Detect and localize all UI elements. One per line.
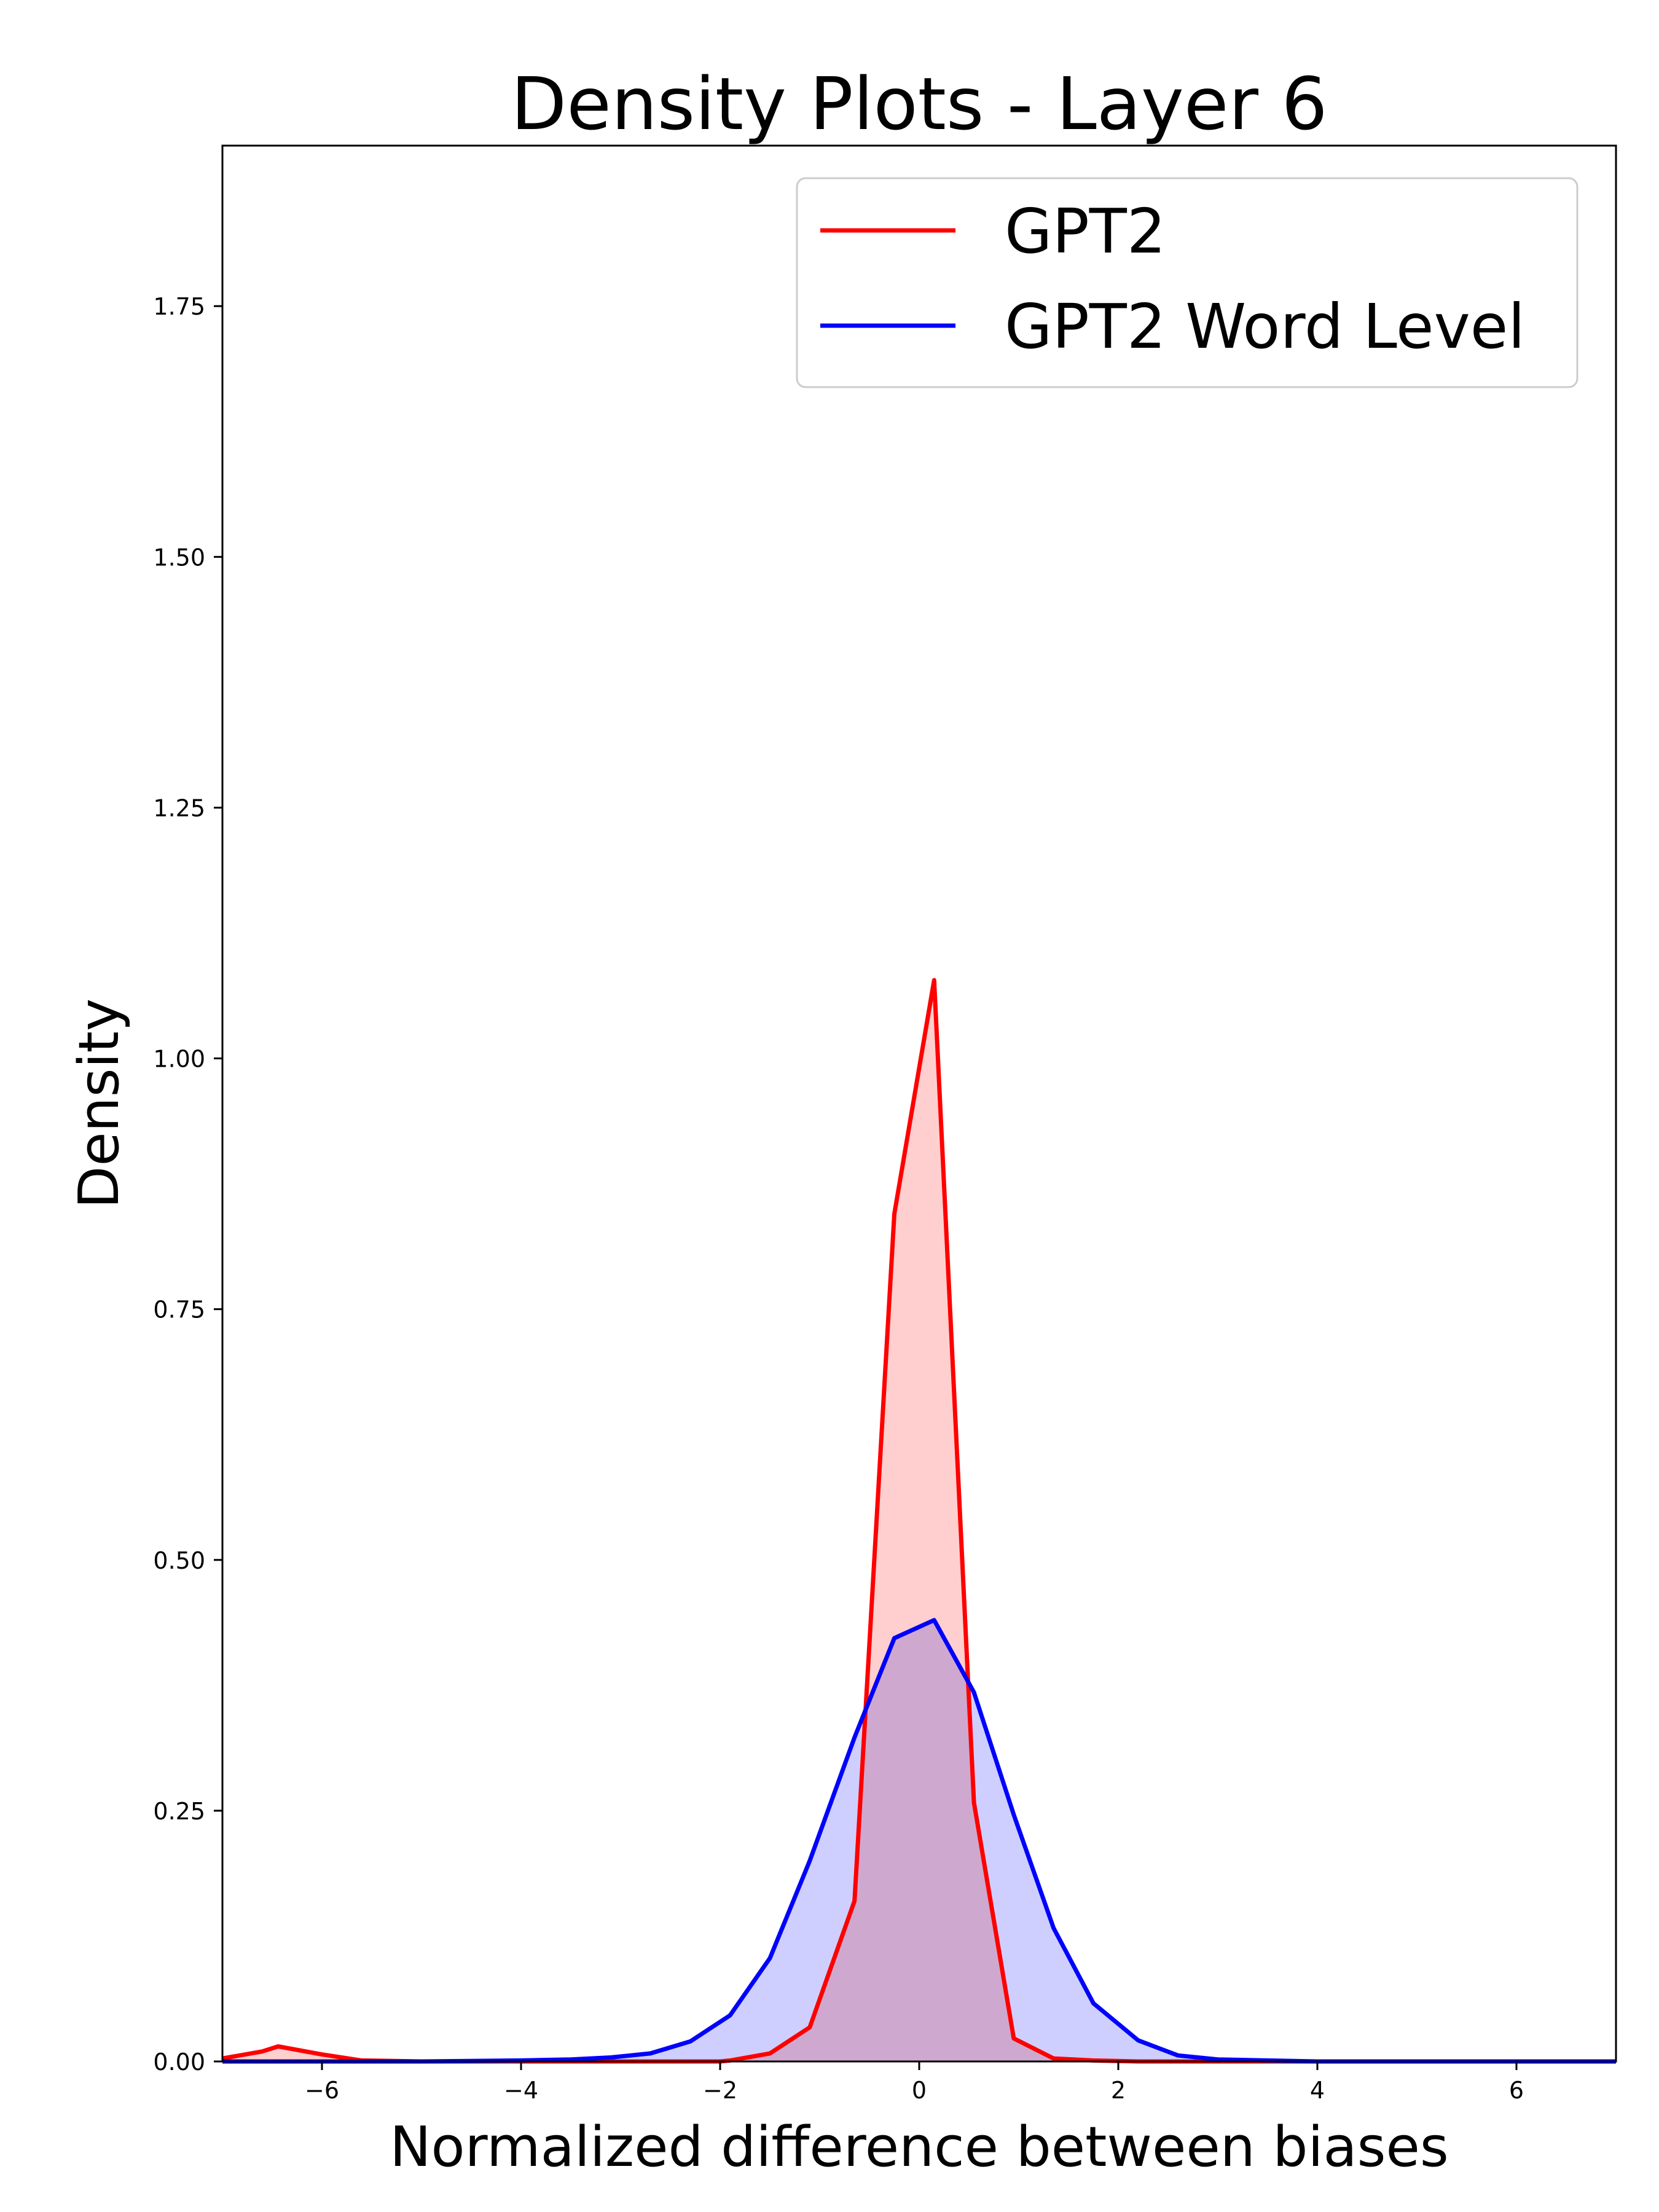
x-tick-label: −2 (703, 2077, 737, 2104)
y-axis-ticks: 0.00 0.25 0.50 0.75 1.00 1.25 1.50 1.75 (153, 293, 222, 2076)
y-tick-label: 1.00 (153, 1046, 205, 1073)
y-tick-label: 0.00 (153, 2049, 205, 2076)
series-line-gpt2-word-level (222, 1618, 1616, 2064)
series-fill-gpt2-word-level (222, 1620, 1616, 2061)
x-tick-label: 0 (912, 2077, 927, 2104)
x-tick-label: 2 (1111, 2077, 1126, 2104)
x-tick-label: 6 (1509, 2077, 1524, 2104)
y-tick-label: 1.75 (153, 293, 205, 320)
chart-title: Density Plots - Layer 6 (511, 61, 1327, 146)
legend-label-gpt2-word-level: GPT2 Word Level (1005, 291, 1525, 363)
legend: GPT2 GPT2 Word Level (796, 177, 1579, 388)
x-tick-label: 4 (1310, 2077, 1325, 2104)
x-axis-ticks: −6 −4 −2 0 2 4 6 (305, 2061, 1524, 2104)
y-tick-label: 0.50 (153, 1547, 205, 1574)
y-tick-label: 1.25 (153, 794, 205, 822)
x-axis-title: Normalized difference between biases (390, 2115, 1449, 2179)
legend-label-gpt2: GPT2 (1005, 195, 1166, 267)
series-fill-gpt2 (222, 980, 1616, 2061)
x-tick-label: −6 (305, 2077, 339, 2104)
y-axis-title: Density (67, 998, 131, 1209)
y-tick-label: 1.50 (153, 544, 205, 571)
series-fills (222, 980, 1616, 2061)
x-tick-label: −4 (504, 2077, 538, 2104)
y-tick-label: 0.25 (153, 1798, 205, 1825)
legend-box (796, 177, 1579, 388)
y-tick-label: 0.75 (153, 1296, 205, 1324)
